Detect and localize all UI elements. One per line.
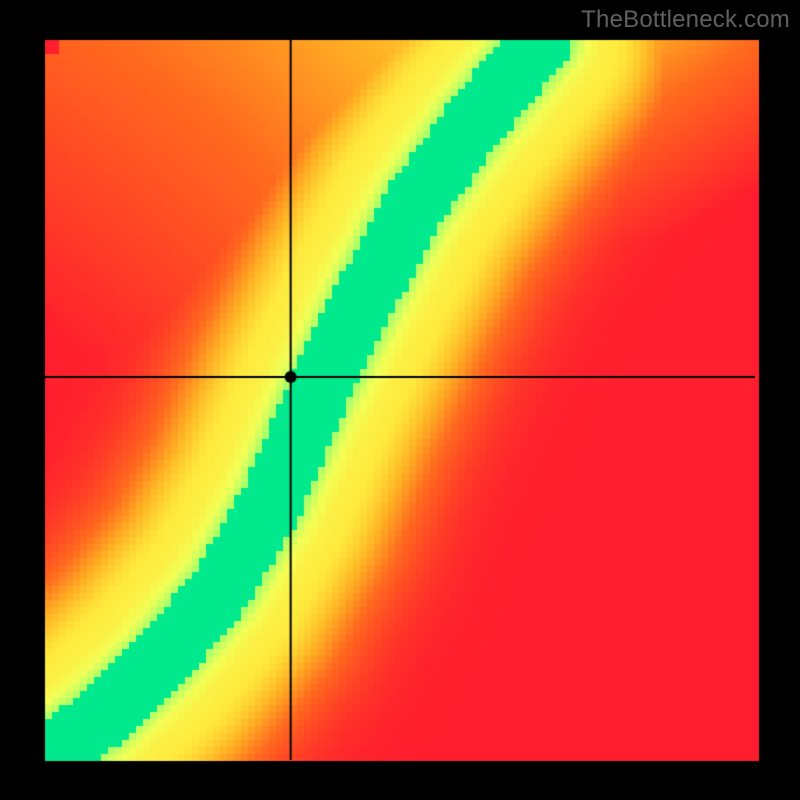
heatmap-canvas	[0, 0, 800, 800]
chart-container: TheBottleneck.com	[0, 0, 800, 800]
watermark-text: TheBottleneck.com	[581, 6, 790, 34]
